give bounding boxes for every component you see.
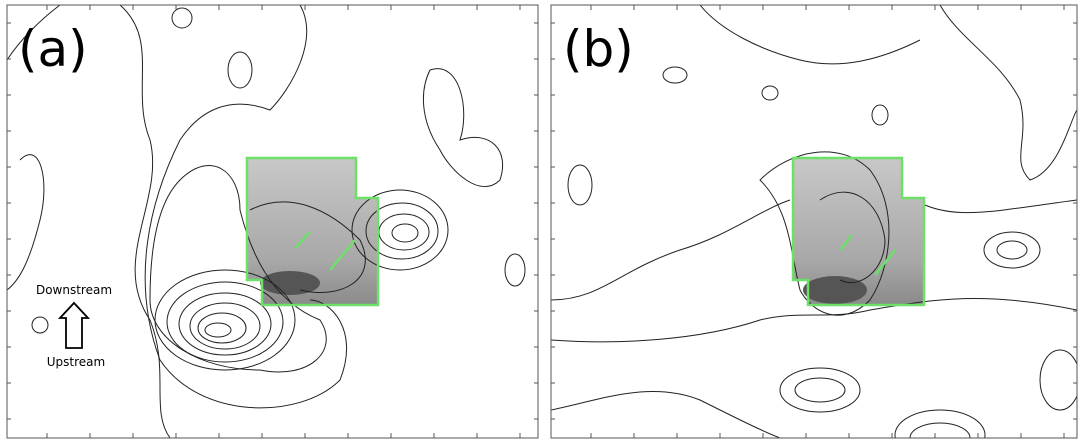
annotation: Downstream [36,283,112,297]
panel-b [551,5,1077,438]
arrow [57,301,91,349]
annotation: Upstream [47,355,105,369]
panel-label: (b) [563,20,634,78]
panel-a [7,5,526,438]
dark-region [260,271,320,295]
dark-region [803,276,867,304]
green-outline [245,156,380,307]
image [247,158,378,305]
ticks [7,5,1077,438]
panel-frame [550,4,1078,439]
contours [7,5,526,438]
image [793,158,924,305]
contours [551,5,1077,438]
green-outline [791,156,926,307]
panel-label: (a) [18,20,88,78]
panel-frame [6,4,539,439]
